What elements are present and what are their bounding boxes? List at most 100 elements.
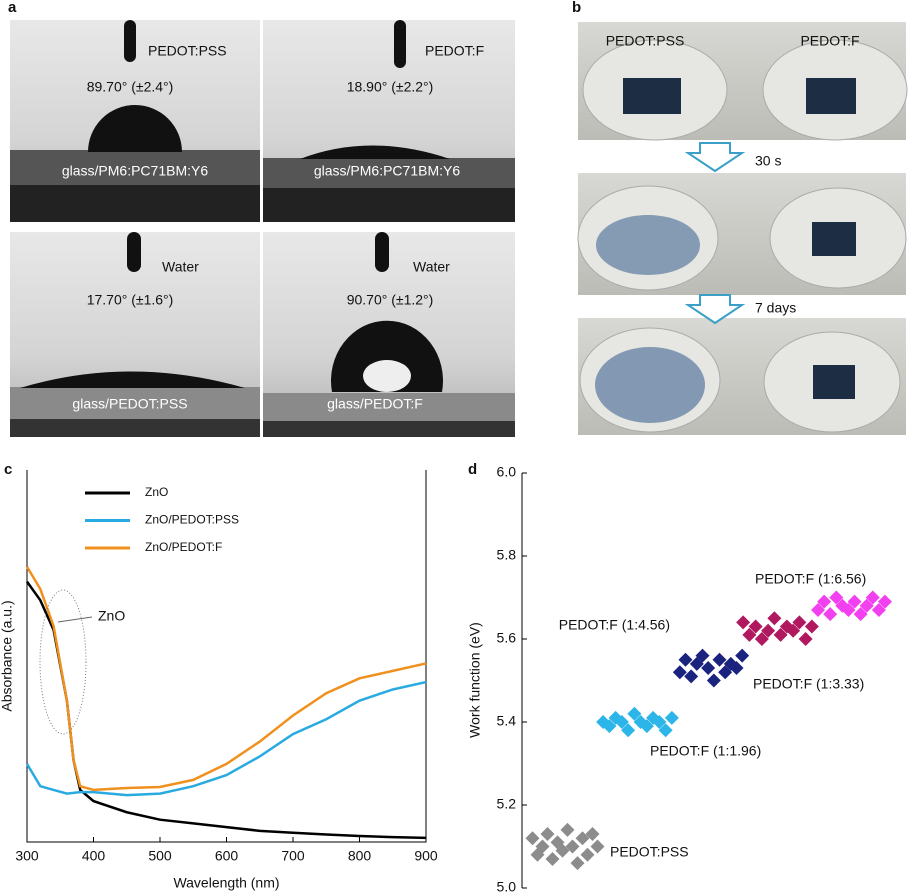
data-point (754, 632, 769, 646)
data-point (658, 723, 673, 738)
dish-label: PEDOT:F (800, 33, 859, 49)
data-point (877, 594, 892, 609)
photo-label: PEDOT:F (425, 43, 484, 59)
data-point (580, 847, 595, 862)
x-tick-label: 400 (82, 848, 106, 864)
x-tick-label: 500 (148, 848, 172, 864)
x-tick-label: 700 (281, 848, 305, 864)
photo-label: PEDOT:PSS (148, 43, 227, 59)
series-label: PEDOT:F (1:1.96) (650, 743, 761, 759)
y-tick-label: 6.0 (497, 464, 517, 480)
legend-label: ZnO (145, 485, 168, 499)
data-point (560, 822, 575, 837)
data-point (590, 839, 605, 854)
data-point (786, 623, 801, 638)
data-line (25, 580, 427, 840)
data-point (735, 648, 750, 663)
dish-label: PEDOT:PSS (606, 33, 685, 49)
data-point (748, 619, 763, 634)
y-tick-label: 5.2 (497, 796, 517, 812)
data-point (684, 669, 699, 684)
data-point (570, 856, 585, 871)
data-point (823, 607, 838, 622)
data-point (742, 627, 757, 642)
data-point (729, 661, 744, 676)
series-label: PEDOT:F (1:4.56) (559, 617, 670, 633)
data-line (25, 680, 427, 797)
panel-a-photos (10, 20, 515, 437)
annotation: ZnO (98, 608, 125, 624)
data-point (817, 594, 832, 609)
data-point (736, 615, 751, 630)
data-point (767, 611, 782, 626)
legend-label: ZnO/PEDOT:F (145, 540, 222, 554)
data-point (565, 839, 580, 854)
data-point (545, 851, 560, 866)
substrate-label: glass/PM6:PC71BM:Y6 (62, 163, 208, 179)
time-label: 30 s (755, 153, 781, 169)
data-point (706, 673, 721, 688)
panel-label: a (8, 0, 17, 16)
panel-b-photos (577, 22, 908, 435)
data-point (773, 627, 788, 642)
annotation-ellipse (39, 589, 87, 735)
y-axis-label: Absorbance (a.u.) (0, 600, 15, 711)
data-point (841, 602, 856, 617)
data-point (525, 831, 540, 846)
data-point (602, 719, 617, 734)
data-point (859, 598, 874, 613)
time-label: 7 days (755, 300, 796, 316)
series-label: PEDOT:F (1:6.56) (755, 571, 866, 587)
data-point (678, 652, 693, 667)
panel-label: d (468, 461, 477, 478)
series-label: PEDOT:F (1:3.33) (753, 676, 864, 692)
contact-angle: 89.70° (±2.4°) (87, 79, 174, 95)
data-point (575, 831, 590, 846)
data-point (701, 661, 716, 676)
data-point (664, 710, 679, 725)
data-point (585, 827, 600, 842)
data-point (792, 615, 807, 630)
substrate-label: glass/PM6:PC71BM:Y6 (314, 163, 460, 179)
panel-label: b (572, 0, 581, 16)
contact-angle: 18.90° (±2.2°) (347, 79, 434, 95)
y-tick-label: 5.4 (497, 713, 517, 729)
data-point (695, 648, 710, 663)
data-point (712, 652, 727, 667)
x-tick-label: 300 (15, 848, 39, 864)
substrate-label: glass/PEDOT:F (327, 396, 423, 412)
x-tick-label: 900 (414, 848, 438, 864)
data-point (535, 839, 550, 854)
legend-label: ZnO/PEDOT:PSS (145, 513, 239, 527)
data-point (804, 619, 819, 634)
data-point (672, 665, 687, 680)
data-point (761, 623, 776, 638)
panel-label: c (4, 461, 12, 478)
data-point (555, 843, 570, 858)
data-line (25, 566, 427, 792)
photo-label: Water (413, 259, 450, 275)
data-point (811, 602, 826, 617)
contact-angle: 17.70° (±1.6°) (87, 292, 174, 308)
y-axis-label: Work function (eV) (467, 622, 483, 738)
data-point (871, 602, 886, 617)
series-label: PEDOT:PSS (610, 844, 689, 860)
data-point (798, 632, 813, 646)
data-point (853, 607, 868, 622)
data-point (639, 719, 654, 734)
y-tick-label: 5.8 (497, 547, 517, 563)
data-point (627, 706, 642, 721)
x-tick-label: 800 (348, 848, 372, 864)
data-point (614, 715, 629, 729)
data-point (865, 590, 880, 605)
data-point (847, 594, 862, 609)
photo-label: Water (162, 259, 199, 275)
y-tick-label: 5.0 (497, 879, 517, 895)
data-point (652, 715, 667, 729)
substrate-label: glass/PEDOT:PSS (72, 396, 187, 412)
data-point (540, 827, 555, 842)
annotation-arrow (57, 616, 93, 623)
x-axis-label: Wavelength (nm) (173, 875, 279, 891)
contact-angle: 90.70° (±1.2°) (347, 292, 434, 308)
